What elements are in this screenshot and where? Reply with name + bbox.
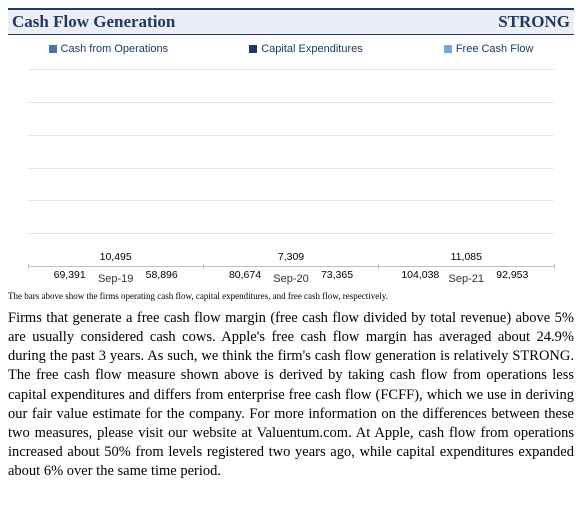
legend-label: Capital Expenditures xyxy=(261,43,363,55)
x-axis-label: Sep-21 xyxy=(449,273,484,285)
bar-label: 10,495 xyxy=(100,251,132,263)
x-tick xyxy=(378,264,379,269)
section-rating: STRONG xyxy=(498,12,570,32)
gridline xyxy=(28,102,554,103)
gridline xyxy=(28,233,554,234)
x-axis-label: Sep-20 xyxy=(273,273,308,285)
x-tick xyxy=(203,264,204,269)
x-tick xyxy=(554,264,555,269)
chart-legend: Cash from Operations Capital Expenditure… xyxy=(8,43,574,55)
legend-swatch xyxy=(249,45,257,53)
legend-item: Capital Expenditures xyxy=(249,43,363,55)
legend-label: Cash from Operations xyxy=(61,43,169,55)
legend-item: Free Cash Flow xyxy=(444,43,534,55)
chart-caption: The bars above show the firms operating … xyxy=(8,291,574,301)
legend-swatch xyxy=(444,45,452,53)
gridline xyxy=(28,200,554,201)
section-title: Cash Flow Generation xyxy=(12,12,175,32)
legend-item: Cash from Operations xyxy=(49,43,169,55)
legend-swatch xyxy=(49,45,57,53)
body-paragraph: Firms that generate a free cash flow mar… xyxy=(8,309,574,481)
bar-label: 11,085 xyxy=(451,251,482,263)
gridline xyxy=(28,168,554,169)
legend-label: Free Cash Flow xyxy=(456,43,534,55)
x-axis: Sep-19 Sep-20 Sep-21 xyxy=(28,267,554,289)
gridline xyxy=(28,69,554,70)
x-tick xyxy=(28,264,29,269)
bar-label: 7,309 xyxy=(278,251,304,263)
section-header: Cash Flow Generation STRONG xyxy=(8,8,574,35)
chart-plot-area: 69,391 10,495 58,896 80,674 7,309 73,365… xyxy=(28,69,554,267)
gridline xyxy=(28,135,554,136)
cash-flow-chart: Cash from Operations Capital Expenditure… xyxy=(8,37,574,289)
x-axis-label: Sep-19 xyxy=(98,273,133,285)
